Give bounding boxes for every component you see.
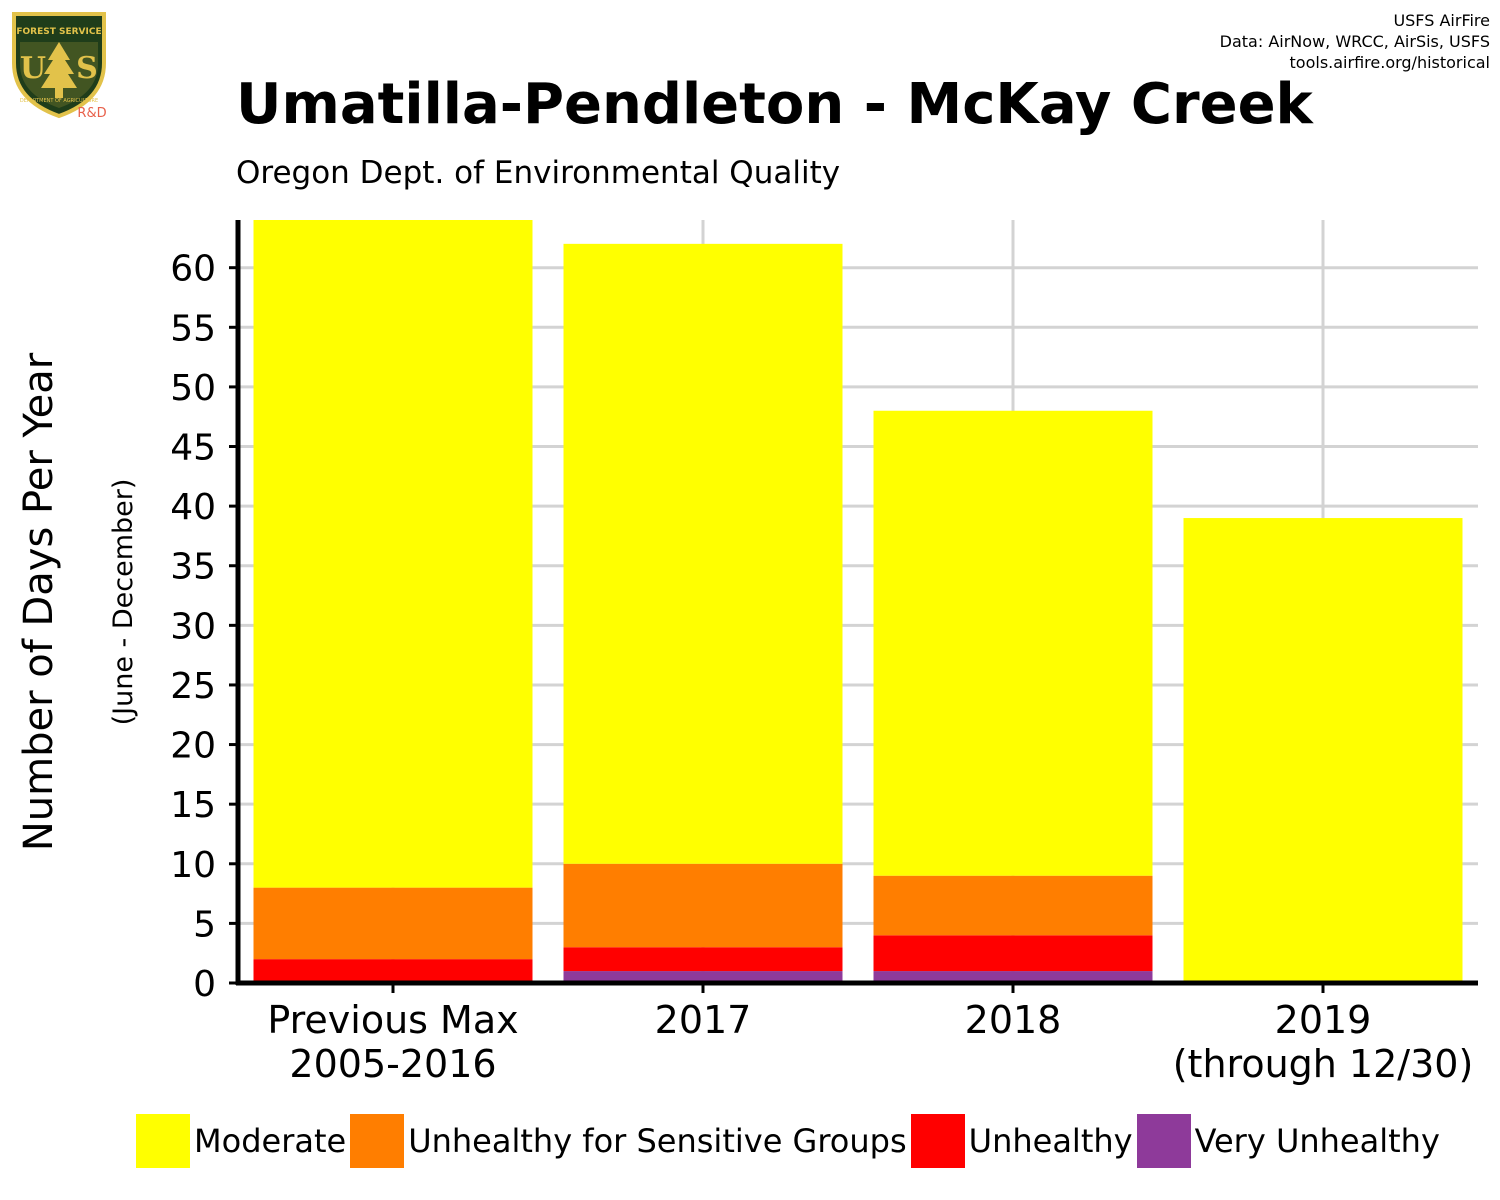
logo-letter-u: U [20,51,46,86]
chart-subtitle: Oregon Dept. of Environmental Quality [236,155,841,191]
legend: Moderate Unhealthy for Sensitive Groups Un… [136,1114,1444,1168]
y-tick-label: 0 [193,964,216,1005]
logo-rd: R&D [77,106,106,120]
x-tick-label: 2018 [965,998,1062,1042]
logo-letter-s: S [76,51,98,86]
legend-swatch [136,1114,190,1168]
bar-segment-unhealthy-for-sensitive-groups [563,863,843,948]
tree-icon [41,42,77,98]
legend-swatch [910,1114,965,1168]
legend-label: Unhealthy [968,1122,1133,1160]
legend-label: Very Unhealthy [1194,1122,1440,1160]
axes [235,220,1478,986]
bar-segment-unhealthy [873,935,1153,972]
bar-segment-moderate [253,220,533,888]
x-ticks: Previous Max 2005-2016 2017 2018 2019 (throug… [267,983,1473,1086]
y-tick-label: 30 [170,606,216,647]
y-tick-label: 20 [170,726,216,767]
logo-top-text: FOREST SERVICE [16,27,101,37]
y-ticks: 0 5 10 15 20 25 30 35 40 45 50 55 60 [170,249,238,1005]
bar-segment-unhealthy [563,947,843,972]
legend-label: Moderate [194,1122,347,1160]
bar-segment-unhealthy-for-sensitive-groups [253,887,533,960]
y-tick-label: 25 [170,666,216,707]
usfs-logo: FOREST SERVICE U S DEPARTMENT OF AGRICUL… [12,12,107,120]
y-tick-label: 55 [170,308,216,349]
legend-item: Moderate [136,1114,346,1168]
x-tick-label: 2017 [655,998,752,1042]
bar-segment-unhealthy-for-sensitive-groups [873,875,1153,936]
legend-swatch [350,1114,405,1168]
y-axis-label: Number of Days Per Year [16,352,62,851]
bar-segment-moderate [873,410,1153,876]
y-tick-label: 50 [170,368,216,409]
x-tick-label: 2019 (through 12/30) [1173,998,1474,1086]
y-tick-label: 15 [170,785,216,826]
bars [253,220,1463,983]
bar-segment-very-unhealthy [563,971,843,983]
credit-line: tools.airfire.org/historical [1289,53,1490,72]
y-tick-label: 5 [193,904,216,945]
credit-line: Data: AirNow, WRCC, AirSis, USFS [1219,32,1490,51]
y-tick-label: 35 [170,547,216,588]
legend-swatch [1136,1114,1191,1168]
logo-bottom-text: DEPARTMENT OF AGRICULTURE [20,98,98,104]
bar-segment-moderate [563,243,843,864]
credit-line: USFS AirFire [1393,11,1490,30]
y-tick-label: 40 [170,487,216,528]
y-tick-label: 60 [170,249,216,290]
legend-item: Very Unhealthy [1136,1114,1440,1168]
y-tick-label: 10 [170,845,216,886]
x-tick-label: Previous Max 2005-2016 [267,998,518,1086]
legend-item: Unhealthy for Sensitive Groups [350,1114,907,1168]
chart-title: Umatilla-Pendleton - McKay Creek [236,72,1313,137]
legend-label: Unhealthy for Sensitive Groups [408,1122,907,1160]
bar-segment-unhealthy [253,959,533,983]
bar-segment-very-unhealthy [873,971,1153,983]
y-tick-label: 45 [170,428,216,469]
y-axis-sublabel: (June - December) [108,479,139,726]
legend-item: Unhealthy [910,1114,1133,1168]
credits: USFS AirFire Data: AirNow, WRCC, AirSis,… [1220,10,1490,73]
bar-segment-moderate [1183,518,1463,983]
